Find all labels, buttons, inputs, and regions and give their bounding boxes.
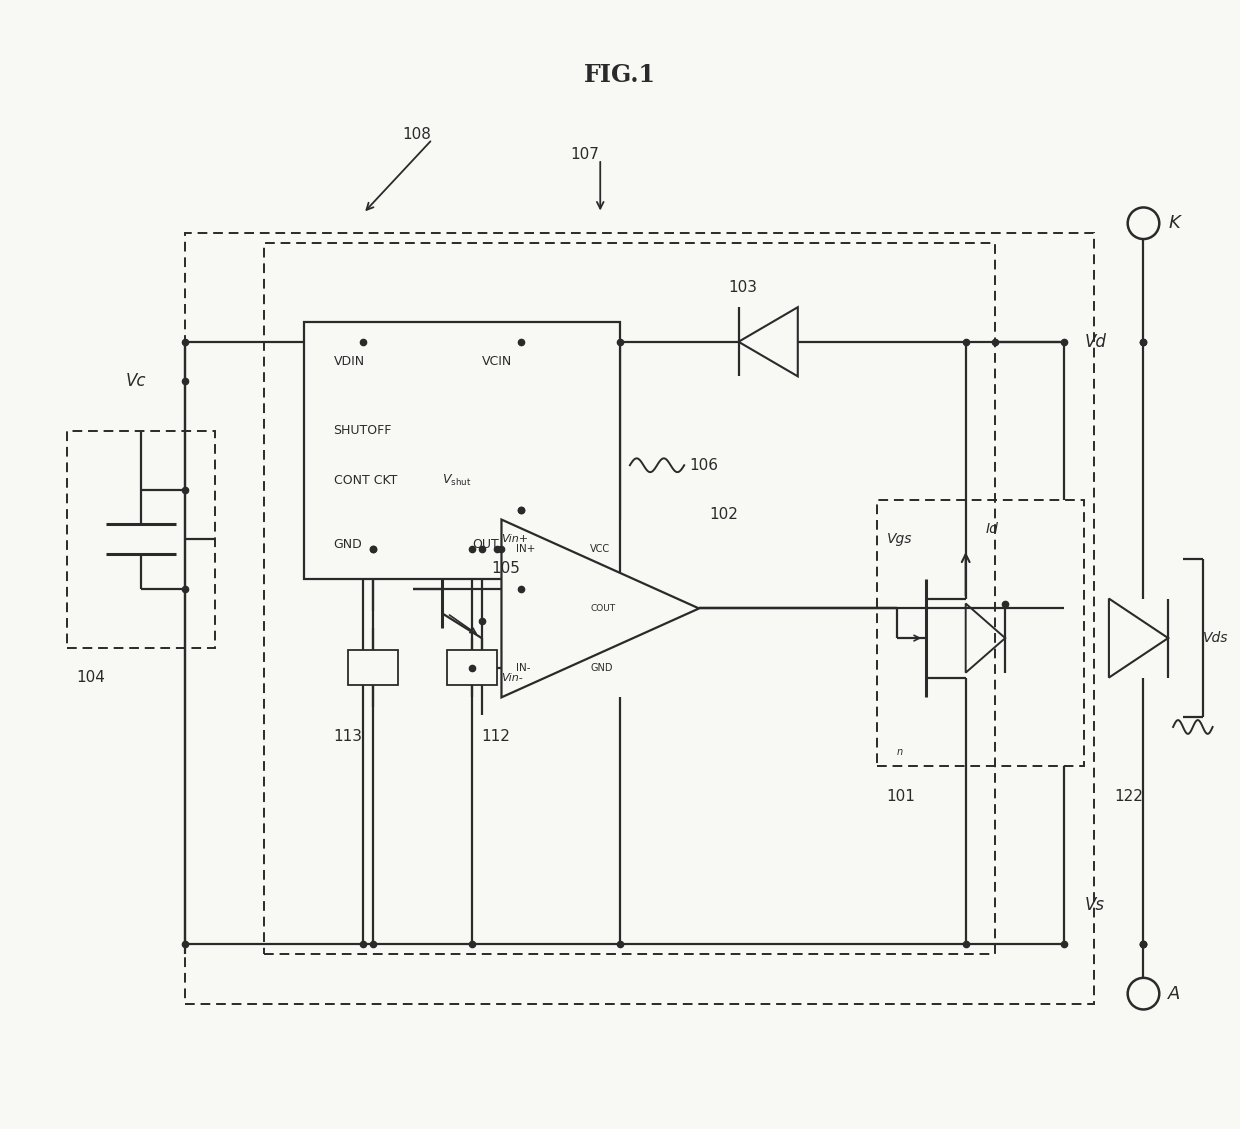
Bar [304,322,620,579]
Text: 102: 102 [709,507,738,522]
Text: 105: 105 [491,561,521,577]
Bar [348,650,398,685]
Text: Vds: Vds [1203,631,1229,645]
Circle shape [1127,978,1159,1009]
Text: SHUTOFF: SHUTOFF [334,425,392,437]
Circle shape [1127,208,1159,239]
Text: 107: 107 [570,147,599,161]
Bar [186,233,1094,1004]
Text: 113: 113 [334,729,362,744]
Text: Id: Id [986,523,998,536]
Text: Vd: Vd [1084,333,1106,351]
Bar [264,243,996,954]
Bar [877,500,1084,767]
Text: 101: 101 [887,789,915,804]
Bar [448,650,496,685]
Text: 104: 104 [77,671,105,685]
Text: COUT: COUT [590,604,615,613]
Text: K: K [1168,215,1180,233]
Text: Vs: Vs [1084,895,1104,913]
Text: OUT: OUT [472,537,498,551]
Text: $V_{\rm shut}$: $V_{\rm shut}$ [443,473,471,488]
Text: 103: 103 [729,280,758,295]
Text: GND: GND [334,537,362,551]
Text: Vgs: Vgs [887,532,913,546]
Text: CONT CKT: CONT CKT [334,473,397,487]
Text: VCIN: VCIN [481,355,512,368]
Text: VCC: VCC [590,544,610,554]
Text: Vin+: Vin+ [501,534,528,544]
Text: Vc: Vc [125,373,146,391]
Text: 122: 122 [1114,789,1143,804]
Bar [67,430,215,648]
Text: 108: 108 [403,126,432,142]
Text: FIG.1: FIG.1 [584,63,656,87]
Text: 106: 106 [689,457,718,473]
Text: IN-: IN- [516,663,531,673]
Text: 112: 112 [481,729,511,744]
Text: IN+: IN+ [516,544,536,554]
Text: VDIN: VDIN [334,355,365,368]
Text: n: n [897,746,903,756]
Text: A: A [1168,984,1180,1003]
Polygon shape [501,519,699,698]
Text: Vin-: Vin- [501,673,523,683]
Text: GND: GND [590,663,613,673]
